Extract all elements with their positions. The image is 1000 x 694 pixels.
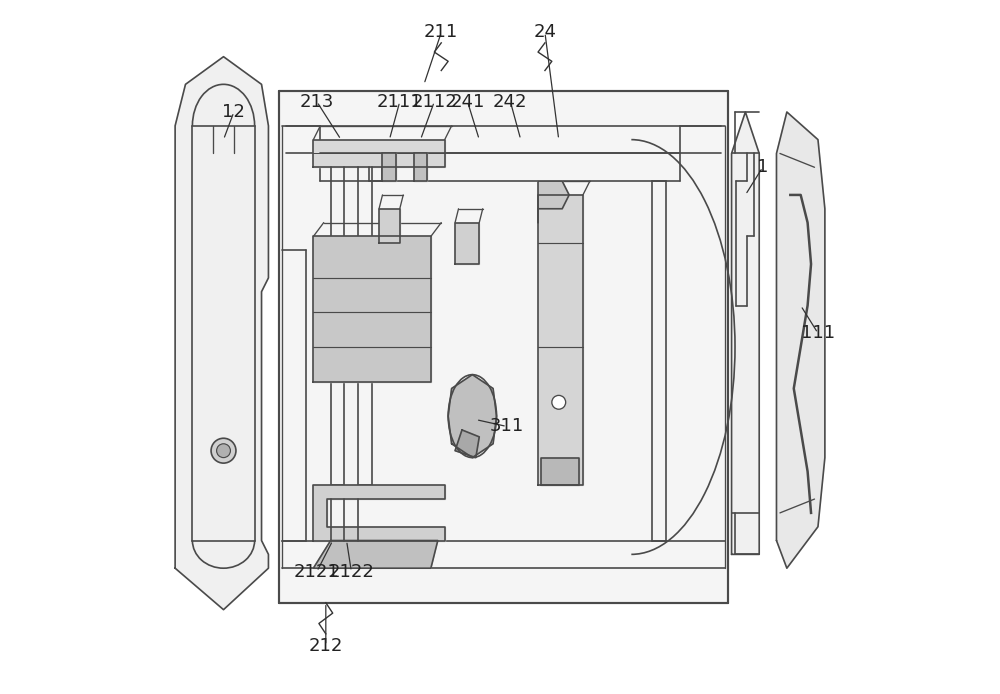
Text: 2111: 2111	[377, 92, 423, 110]
Polygon shape	[541, 457, 579, 485]
Circle shape	[211, 438, 236, 463]
Text: 2121: 2121	[294, 563, 340, 581]
Text: 242: 242	[493, 92, 528, 110]
Text: 12: 12	[222, 103, 245, 121]
Text: 2112: 2112	[411, 92, 457, 110]
Text: 212: 212	[309, 636, 343, 654]
Text: 241: 241	[450, 92, 485, 110]
Text: 24: 24	[533, 24, 556, 42]
Text: 1: 1	[757, 158, 768, 176]
Polygon shape	[732, 112, 759, 555]
Polygon shape	[776, 112, 825, 568]
Polygon shape	[455, 223, 479, 264]
Text: 2122: 2122	[328, 563, 374, 581]
Text: 213: 213	[300, 92, 334, 110]
Circle shape	[217, 443, 230, 457]
Polygon shape	[414, 153, 427, 181]
Polygon shape	[313, 237, 431, 382]
Circle shape	[552, 396, 566, 409]
Polygon shape	[538, 181, 569, 223]
Polygon shape	[313, 485, 445, 541]
Polygon shape	[313, 139, 445, 167]
Polygon shape	[448, 375, 497, 457]
Polygon shape	[382, 153, 396, 181]
Text: 211: 211	[424, 24, 458, 42]
Text: 311: 311	[490, 418, 524, 436]
Polygon shape	[538, 195, 583, 485]
Text: 111: 111	[801, 324, 835, 342]
Polygon shape	[379, 209, 400, 244]
Polygon shape	[279, 91, 728, 603]
Polygon shape	[455, 430, 479, 457]
Polygon shape	[313, 541, 438, 568]
Polygon shape	[175, 57, 268, 609]
